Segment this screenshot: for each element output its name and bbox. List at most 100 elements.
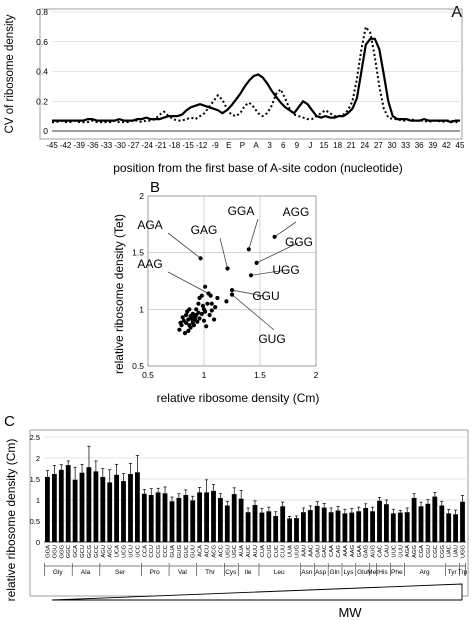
codon-label: GUA xyxy=(170,545,176,558)
x-tick-label: P xyxy=(240,141,245,150)
panel-b-gridlines xyxy=(148,196,316,366)
annotation-label: AAG xyxy=(137,257,162,271)
y-tick-label: 2 xyxy=(36,454,40,463)
codon-label: GCA xyxy=(73,545,79,558)
bar xyxy=(93,471,99,542)
y-tick-label: 0.2 xyxy=(36,96,48,106)
y-tick-label: 0.6 xyxy=(36,37,48,47)
bar xyxy=(148,495,154,542)
panel-c-y-ticks: 0 0.5 1 1.5 2 2.5 xyxy=(30,433,40,547)
panel-a-chart: 0 0.2 0.4 0.6 0.8 -45 -42 -39 -36 -33 -30 -27 -24 -2… xyxy=(4,7,465,175)
mw-label: MW xyxy=(338,605,362,620)
bar xyxy=(439,505,445,542)
y-tick-label: 1.5 xyxy=(30,475,40,484)
annotation-label: AGG xyxy=(283,205,310,219)
bar xyxy=(453,514,458,542)
panel-c-codon-labels: GGA GGU GGG GGC GCA GCU GCG GCC AGU AGC UCA UCG UCU U… xyxy=(46,545,467,559)
y-tick-label: 0.5 xyxy=(132,361,144,371)
scatter-point xyxy=(200,303,205,308)
codon-label: AAU xyxy=(301,545,307,557)
scatter-point xyxy=(225,266,230,271)
codon-label: AAA xyxy=(343,545,349,557)
scatter-point xyxy=(196,301,201,306)
scatter-point xyxy=(205,301,210,306)
amino-acid-label: His xyxy=(378,569,388,576)
bar xyxy=(404,512,410,542)
x-tick-label: 1 xyxy=(202,370,207,380)
bar xyxy=(79,472,85,542)
bar xyxy=(418,506,424,542)
codon-label: AUG xyxy=(371,545,377,558)
annotation-leader-line xyxy=(219,237,228,269)
scatter-point xyxy=(177,327,182,332)
scatter-point xyxy=(248,273,254,278)
bar xyxy=(460,501,465,542)
codon-label: CAG xyxy=(336,545,342,558)
annotation-leader-line xyxy=(274,221,297,238)
series-line-solid xyxy=(52,37,460,124)
bar xyxy=(183,495,189,542)
codon-label: CAC xyxy=(378,545,384,557)
scatter-point xyxy=(201,318,207,323)
scatter-point xyxy=(186,328,191,333)
panel-a-y-ticks: 0 0.2 0.4 0.6 0.8 xyxy=(36,7,48,136)
mw-wedge xyxy=(51,583,463,601)
x-tick-label: 36 xyxy=(415,141,424,150)
bar xyxy=(446,513,452,542)
panel-a-frame xyxy=(39,8,463,140)
codon-label: CAA xyxy=(329,545,335,557)
bar xyxy=(287,518,292,542)
scatter-point xyxy=(189,316,194,321)
bar xyxy=(377,500,382,542)
codon-label: UCG xyxy=(122,545,128,558)
bar xyxy=(280,506,286,542)
x-tick-label: E xyxy=(226,141,231,150)
x-tick-label: 21 xyxy=(347,141,356,150)
codon-label: AUA xyxy=(239,545,245,557)
panel-c-chart: 0 0.5 1 1.5 2 2.5 GGA GGU GGG GGC GCA GCU GCG GCC AGU… xyxy=(4,429,469,620)
bar xyxy=(314,505,320,542)
codon-label: AGC xyxy=(108,545,114,558)
bar xyxy=(411,497,417,542)
x-tick-label: 6 xyxy=(281,141,286,150)
codon-label: GAU xyxy=(315,545,321,558)
x-tick-label: J xyxy=(308,141,312,150)
panel-b-annotation-lines xyxy=(167,218,299,331)
codon-label: CGC xyxy=(433,545,439,558)
codon-label: AUU xyxy=(253,545,259,557)
bar xyxy=(169,501,175,542)
scatter-point xyxy=(178,320,183,325)
x-tick-label: 30 xyxy=(388,141,397,150)
annotation-leader-line xyxy=(167,271,209,294)
amino-acid-label: Tyr xyxy=(448,569,458,576)
annotation-leader-line xyxy=(231,294,275,331)
bar xyxy=(52,474,57,542)
panel-a-y-axis-label: CV of ribosome density xyxy=(4,14,16,133)
codon-label: GUG xyxy=(177,545,183,559)
amino-acid-label: Trp xyxy=(458,569,468,576)
x-tick-label: -12 xyxy=(196,141,208,150)
bar xyxy=(114,474,119,542)
y-tick-label: 1.5 xyxy=(132,248,144,258)
x-tick-label: 3 xyxy=(267,141,272,150)
codon-label: AGU xyxy=(101,545,107,558)
bar xyxy=(211,490,216,542)
bar xyxy=(245,512,251,542)
codon-label: AAG xyxy=(350,545,356,558)
bar xyxy=(128,474,133,542)
codon-label: AUC xyxy=(246,545,252,557)
annotation-leader-line xyxy=(256,242,299,264)
scatter-point xyxy=(203,284,208,289)
bar xyxy=(294,518,299,542)
codon-label: CGG xyxy=(440,545,446,559)
bar xyxy=(238,498,244,542)
scatter-point xyxy=(184,320,189,325)
scatter-point xyxy=(196,310,201,315)
panel-a-x-axis-label: position from the first base of A-site c… xyxy=(113,161,402,175)
scatter-point xyxy=(182,331,188,336)
panel-c-y-axis-label: relative ribosome density (Cm) xyxy=(4,439,18,602)
codon-label: GUC xyxy=(184,545,190,558)
x-tick-label: -39 xyxy=(73,141,85,150)
codon-label: CUG xyxy=(267,545,273,558)
bar xyxy=(231,494,237,542)
